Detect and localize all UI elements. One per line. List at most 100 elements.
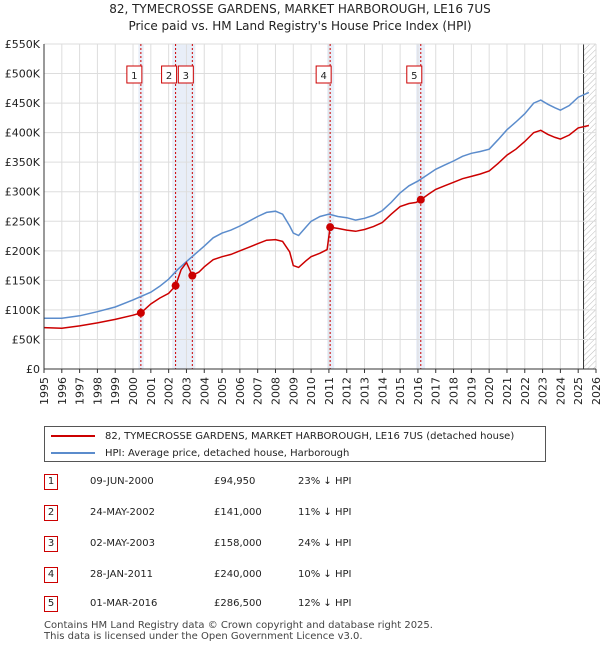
x-tick-label: 2020 — [483, 377, 496, 405]
x-tick-label: 2015 — [394, 377, 407, 405]
chart-title: 82, TYMECROSSE GARDENS, MARKET HARBOROUG… — [109, 2, 491, 16]
property-series-line — [43, 124, 590, 329]
row-badge: 1 — [44, 474, 58, 490]
x-tick-label: 2025 — [572, 377, 585, 405]
legend: 82, TYMECROSSE GARDENS, MARKET HARBOROUG… — [44, 426, 546, 462]
transaction-point — [326, 223, 335, 232]
y-tick-label: £100K — [5, 304, 41, 317]
transaction-band — [327, 44, 335, 369]
transaction-label-box: 3 — [177, 65, 194, 84]
legend-item-hpi: HPI: Average price, detached house, Harb… — [51, 445, 349, 461]
hpi-series-line — [44, 91, 590, 319]
x-tick-label: 2004 — [198, 377, 211, 405]
transaction-label-frame — [161, 65, 178, 84]
transaction-label-box: 5 — [406, 65, 423, 84]
legend-label-hpi: HPI: Average price, detached house, Harb… — [105, 447, 350, 459]
x-tick-label: 2010 — [305, 377, 318, 405]
x-tick-label: 2012 — [341, 377, 354, 405]
transaction-label-number: 3 — [183, 71, 189, 82]
plot-background — [44, 44, 596, 369]
x-tick-label: 2026 — [590, 377, 600, 405]
x-tick-label: 2009 — [287, 377, 300, 405]
transaction-label-frame — [406, 65, 423, 84]
y-tick-label: £550K — [5, 38, 41, 51]
footer-copyright: Contains HM Land Registry data © Crown c… — [44, 620, 433, 631]
row-price: £141,000 — [214, 507, 262, 518]
x-tick-label: 2003 — [180, 377, 193, 405]
transaction-label-number: 2 — [166, 71, 172, 82]
y-tick-label: £450K — [5, 97, 41, 110]
transaction-label-box: 2 — [161, 65, 178, 84]
x-tick-label: 2024 — [554, 377, 567, 405]
forecast-region — [583, 44, 596, 369]
x-tick-label: 2021 — [501, 377, 514, 405]
x-tick-label: 2007 — [252, 377, 265, 405]
y-tick-label: £300K — [5, 186, 41, 199]
y-tick-label: £200K — [5, 245, 41, 258]
legend-item-property: 82, TYMECROSSE GARDENS, MARKET HARBOROUG… — [51, 428, 514, 444]
row-price: £240,000 — [214, 569, 262, 580]
x-tick-label: 1997 — [74, 377, 87, 405]
transaction-point — [416, 195, 425, 204]
x-tick-label: 2002 — [163, 377, 176, 405]
x-tick-label: 1996 — [56, 377, 69, 405]
y-tick-label: £0 — [26, 363, 40, 376]
x-tick-label: 1995 — [38, 377, 51, 405]
x-tick-label: 2001 — [145, 377, 158, 405]
x-tick-label: 1998 — [91, 377, 104, 405]
row-hpi: 23% ↓ HPI — [298, 476, 352, 487]
transaction-label-number: 4 — [320, 71, 326, 82]
x-tick-label: 2006 — [234, 377, 247, 405]
y-tick-label: £150K — [5, 274, 41, 287]
transaction-band — [416, 44, 426, 369]
transaction-label-number: 1 — [131, 71, 137, 82]
footer-license: This data is licensed under the Open Gov… — [44, 631, 363, 642]
transaction-label-box: 1 — [126, 65, 143, 84]
x-tick-label: 2000 — [127, 377, 140, 405]
y-tick-label: £400K — [5, 127, 41, 140]
transaction-label-box: 4 — [315, 65, 332, 84]
transaction-label-frame — [177, 65, 194, 84]
row-badge: 2 — [44, 505, 58, 521]
row-price: £286,500 — [214, 598, 262, 609]
transaction-point — [136, 308, 145, 317]
row-badge: 5 — [44, 596, 58, 612]
transaction-label-number: 5 — [411, 71, 417, 82]
row-badge: 3 — [44, 536, 58, 552]
x-tick-label: 2019 — [465, 377, 478, 405]
transaction-point — [188, 271, 197, 280]
y-tick-label: £500K — [5, 68, 41, 81]
row-date: 09-JUN-2000 — [90, 476, 154, 487]
x-tick-label: 2017 — [430, 377, 443, 405]
row-hpi: 10% ↓ HPI — [298, 569, 352, 580]
transaction-label-frame — [315, 65, 332, 84]
x-tick-label: 2014 — [376, 377, 389, 405]
transaction-label-frame — [126, 65, 143, 84]
row-date: 28-JAN-2011 — [90, 569, 154, 580]
x-tick-label: 2008 — [269, 377, 282, 405]
row-date: 01-MAR-2016 — [90, 598, 158, 609]
x-tick-label: 2013 — [359, 377, 372, 405]
x-tick-label: 2016 — [412, 377, 425, 405]
row-hpi: 24% ↓ HPI — [298, 538, 352, 549]
row-date: 02-MAY-2003 — [90, 538, 156, 549]
legend-swatch-hpi — [51, 452, 95, 454]
transaction-band — [138, 44, 144, 369]
legend-label-property: 82, TYMECROSSE GARDENS, MARKET HARBOROUG… — [105, 430, 515, 442]
row-price: £158,000 — [214, 538, 262, 549]
row-price: £94,950 — [214, 476, 256, 487]
legend-swatch-property — [51, 435, 95, 437]
x-tick-label: 2018 — [448, 377, 461, 405]
row-hpi: 12% ↓ HPI — [298, 598, 352, 609]
row-date: 24-MAY-2002 — [90, 507, 156, 518]
x-tick-label: 2011 — [323, 377, 336, 405]
line-chart: £0 £50K £100K £150K £200K £250K £300K £350K £400… — [5, 38, 600, 405]
x-tick-label: 2005 — [216, 377, 229, 405]
row-hpi: 11% ↓ HPI — [298, 507, 352, 518]
chart-subtitle: Price paid vs. HM Land Registry's House … — [128, 19, 472, 33]
transaction-point — [171, 281, 180, 290]
x-tick-label: 2023 — [537, 377, 550, 405]
y-tick-label: £350K — [5, 156, 41, 169]
x-tick-label: 2022 — [519, 377, 532, 405]
y-tick-label: £50K — [12, 333, 41, 346]
